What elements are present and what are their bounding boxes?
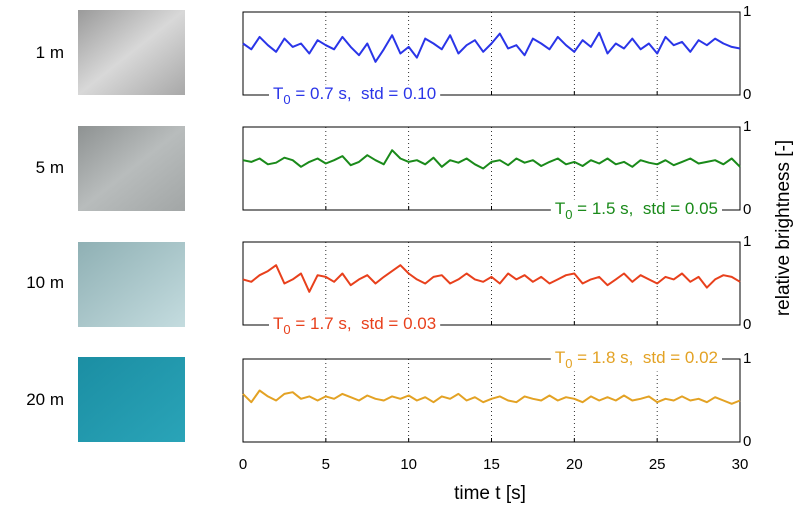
panel-label: 5 m — [36, 158, 64, 177]
y-tick-label: 1 — [743, 118, 751, 135]
annotation: T0 = 0.7 s, std = 0.10 — [273, 84, 436, 107]
annotation-subscript: 0 — [283, 92, 290, 107]
y-tick-label: 0 — [743, 86, 751, 103]
panel-label: 10 m — [26, 273, 64, 292]
y-tick-label: 0 — [743, 316, 751, 333]
annotation-text: = 1.7 s, std = 0.03 — [291, 314, 437, 333]
panel-label: 1 m — [36, 43, 64, 62]
thumbnail — [78, 126, 185, 211]
annotation-bg — [550, 199, 722, 223]
annotation-symbol: T — [555, 348, 565, 367]
annotation: T0 = 1.5 s, std = 0.05 — [555, 199, 718, 222]
thumbnail — [78, 10, 185, 95]
data-line — [242, 31, 741, 63]
thumbnail — [78, 357, 185, 442]
annotation-symbol: T — [273, 314, 283, 333]
annotation-text: = 1.5 s, std = 0.05 — [572, 199, 718, 218]
x-tick-label: 0 — [239, 456, 247, 473]
x-tick-label: 30 — [732, 456, 749, 473]
annotation-text: = 1.8 s, std = 0.02 — [572, 348, 718, 367]
x-tick-label: 15 — [483, 456, 500, 473]
y-tick-label: 1 — [743, 233, 751, 250]
x-tick-label: 10 — [400, 456, 417, 473]
annotation: T0 = 1.7 s, std = 0.03 — [273, 314, 436, 337]
x-tick-label: 20 — [566, 456, 583, 473]
annotation-bg — [550, 348, 722, 372]
y-tick-label: 0 — [743, 201, 751, 218]
annotation-bg — [269, 314, 441, 338]
annotation-subscript: 0 — [283, 322, 290, 337]
data-line — [242, 149, 741, 170]
x-tick-label: 25 — [649, 456, 666, 473]
annotation-subscript: 0 — [565, 356, 572, 371]
thumbnail — [78, 242, 185, 327]
annotation-subscript: 0 — [565, 207, 572, 222]
annotation-symbol: T — [273, 84, 283, 103]
y-tick-label: 1 — [743, 3, 751, 20]
axes-frame — [242, 126, 741, 211]
y-tick-label: 1 — [743, 350, 751, 367]
x-tick-label: 5 — [322, 456, 330, 473]
y-axis-label: relative brightness [-] — [773, 140, 794, 316]
annotation-text: = 0.7 s, std = 0.10 — [291, 84, 437, 103]
annotation: T0 = 1.8 s, std = 0.02 — [555, 348, 718, 371]
panel-label: 20 m — [26, 390, 64, 409]
axes-frame — [242, 241, 741, 326]
data-line — [242, 389, 741, 405]
annotation-bg — [269, 84, 441, 108]
axes-frame — [242, 11, 741, 96]
annotation-symbol: T — [555, 199, 565, 218]
data-line — [242, 264, 741, 293]
y-tick-label: 0 — [743, 433, 751, 450]
x-axis-label: time t [s] — [454, 483, 526, 504]
